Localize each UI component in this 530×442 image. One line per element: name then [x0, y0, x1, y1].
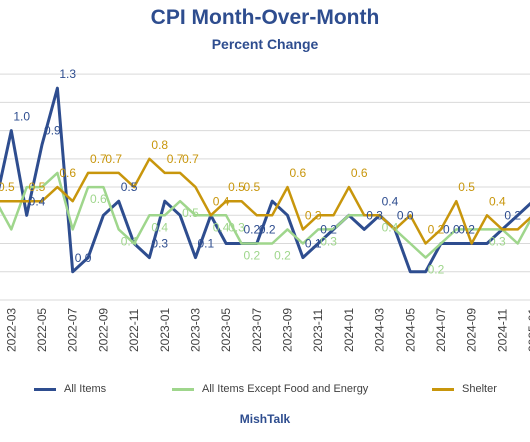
data-label: 0.1	[197, 237, 214, 251]
data-label: 0.4	[489, 194, 506, 208]
data-label: 0.2	[274, 249, 291, 263]
data-label: 0.2	[243, 223, 260, 237]
data-label: 0.2	[428, 263, 445, 277]
x-tick-label: 2023-07	[250, 308, 264, 352]
x-tick-label: 2023-11	[311, 309, 325, 352]
data-label: 0.4	[121, 234, 138, 248]
x-tick-label: 2022-03	[4, 308, 18, 352]
data-label: 0.2	[428, 223, 445, 237]
legend: All Items All Items Except Food and Ener…	[0, 383, 530, 403]
chart-title: CPI Month-Over-Month	[150, 6, 380, 29]
data-label: 1.0	[13, 110, 30, 124]
data-label: 0.3	[489, 234, 506, 248]
x-tick-label: 2023-05	[219, 308, 233, 352]
data-label: 0.6	[90, 192, 107, 206]
x-tick-label: 2024-03	[373, 308, 387, 352]
x-tick-label: 2024-07	[434, 308, 448, 352]
data-label: 0.5	[228, 180, 245, 194]
x-tick-label: 2024-11	[495, 309, 509, 352]
data-label: 0.7	[105, 152, 122, 166]
data-label: 0.0	[397, 208, 414, 222]
x-tick-label: 2024-09	[465, 308, 479, 352]
data-label: 0.6	[290, 166, 307, 180]
data-label: 0.9	[44, 124, 61, 138]
data-label: 0.7	[90, 152, 107, 166]
legend-swatch-all-items	[34, 387, 56, 391]
x-tick-label: 2022-05	[35, 308, 49, 352]
data-label: 0.7	[182, 152, 199, 166]
data-label: 0.3	[305, 208, 322, 222]
data-label: 0.4	[151, 220, 168, 234]
data-label: 0.3	[228, 220, 245, 234]
legend-item-all-items: All Items	[34, 383, 106, 395]
source-label: MishTalk	[239, 412, 291, 426]
data-label: 0.5	[182, 206, 199, 220]
series-line-2	[0, 157, 530, 245]
series-line-1	[0, 171, 530, 259]
data-label: 0.2	[458, 223, 475, 237]
data-label: 0.5	[243, 180, 260, 194]
data-label: 0.2	[259, 223, 276, 237]
data-label: 0.4	[213, 194, 230, 208]
data-label: 0.0	[443, 223, 460, 237]
data-label: 0.8	[151, 138, 168, 152]
data-label: 0.5	[29, 180, 46, 194]
data-label: 0.0	[75, 251, 92, 265]
data-label: 1.3	[59, 67, 76, 81]
data-label: 0.3	[151, 237, 168, 251]
data-label: 0.2	[504, 208, 521, 222]
x-tick-label: 2023-09	[281, 308, 295, 352]
legend-swatch-core	[172, 387, 194, 391]
data-label: 0.6	[351, 166, 368, 180]
data-label: 0.3	[366, 208, 383, 222]
x-tick-label: 2022-09	[96, 308, 110, 352]
series-line-0	[0, 86, 530, 274]
data-label: 0.7	[167, 152, 184, 166]
data-label: 0.6	[59, 166, 76, 180]
data-label: 0.4	[382, 194, 399, 208]
data-label: 0.4	[382, 220, 399, 234]
legend-label-core: All Items Except Food and Energy	[202, 383, 369, 395]
data-label: 0.2	[320, 223, 337, 237]
x-tick-label: 2023-03	[188, 308, 202, 352]
data-label: 0.5	[458, 180, 475, 194]
x-tick-label: 2022-07	[66, 308, 80, 352]
x-tick-label: 2022-11	[127, 309, 141, 352]
x-tick-label: 2024-05	[403, 308, 417, 352]
legend-label-shelter: Shelter	[462, 383, 497, 395]
data-label: 0.4	[29, 194, 46, 208]
legend-label-all-items: All Items	[64, 383, 107, 395]
chart-subtitle: Percent Change	[211, 36, 319, 52]
legend-item-core: All Items Except Food and Energy	[172, 383, 368, 395]
data-label: 0.5	[121, 180, 138, 194]
data-label: 0.3	[320, 234, 337, 248]
data-label: 0.5	[0, 180, 15, 194]
data-label: 0.4	[213, 220, 230, 234]
x-tick-label: 2023-01	[158, 308, 172, 352]
data-label: 0.2	[243, 249, 260, 263]
data-label: 0.1	[305, 237, 322, 251]
legend-swatch-shelter	[432, 387, 454, 391]
legend-item-shelter: Shelter	[432, 383, 497, 395]
x-tick-label: 2024-01	[342, 308, 356, 352]
x-tick-label: 2025-01	[526, 308, 530, 352]
